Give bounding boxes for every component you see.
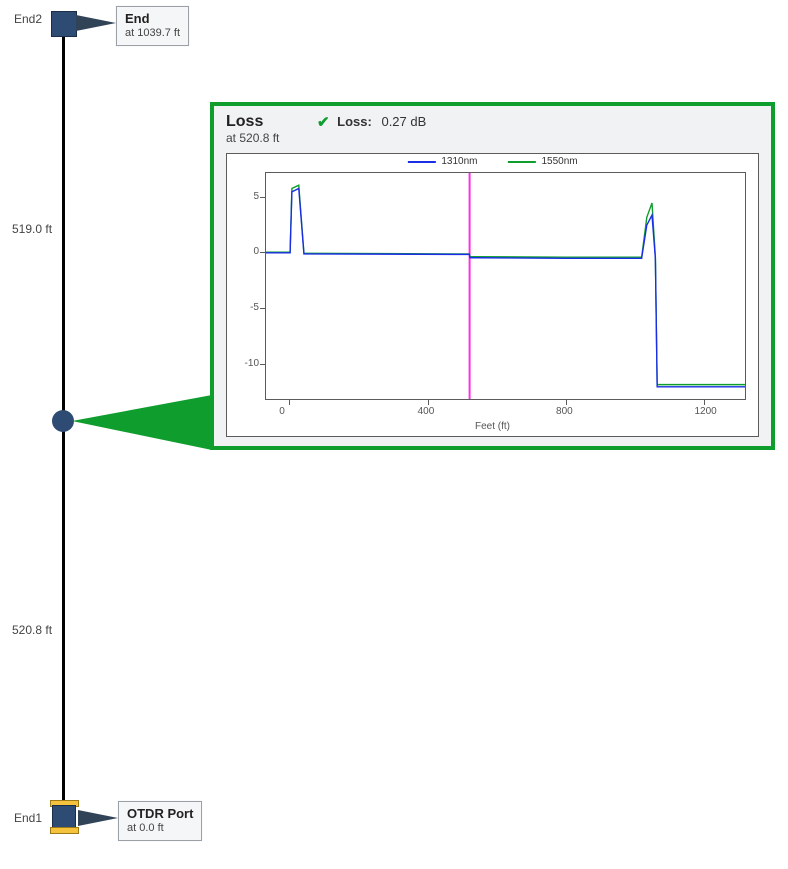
end2-box-title: End xyxy=(125,11,180,27)
otdr-port-node[interactable] xyxy=(52,805,76,829)
otdr-diagram-stage: End2 End at 1039.7 ft End1 OTDR Port at … xyxy=(0,0,788,869)
legend-label-1310: 1310nm xyxy=(441,156,477,167)
x-tick-mark xyxy=(428,400,429,405)
x-tick-label: 400 xyxy=(418,406,435,417)
otdr-port-box-sub: at 0.0 ft xyxy=(127,822,193,836)
x-tick-mark xyxy=(289,400,290,405)
plot-inner xyxy=(265,172,746,400)
x-tick-label: 0 xyxy=(279,406,285,417)
y-tick-label: 0 xyxy=(253,246,259,257)
y-tick-mark xyxy=(260,197,265,198)
legend-swatch-1310 xyxy=(407,161,435,163)
y-tick-label: 5 xyxy=(253,191,259,202)
chart-header: Loss ✔ Loss: 0.27 dB at 520.8 ft xyxy=(214,106,771,147)
end2-box-sub: at 1039.7 ft xyxy=(125,27,180,41)
event-connector-wedge xyxy=(72,395,212,455)
legend-entry-1310: 1310nm xyxy=(407,156,477,167)
chart-legend: 1310nm 1550nm xyxy=(407,156,577,167)
check-icon: ✔ xyxy=(317,113,330,131)
x-tick-label: 1200 xyxy=(694,406,716,417)
otdr-port-yellow-bottom xyxy=(50,827,79,834)
otdr-port-box-title: OTDR Port xyxy=(127,806,193,822)
otdr-port-connector xyxy=(78,810,118,826)
end1-node-label: End1 xyxy=(14,811,42,825)
legend-swatch-1550 xyxy=(508,161,536,163)
chart-loss-value: 0.27 dB xyxy=(381,114,426,129)
x-tick-mark xyxy=(704,400,705,405)
x-tick-label: 800 xyxy=(556,406,573,417)
segment-upper-distance: 519.0 ft xyxy=(12,222,52,236)
x-axis-label: Feet (ft) xyxy=(475,421,510,432)
plot-area: 1310nm 1550nm Feet (ft) 5 0 -5 -10 0 400 800 12… xyxy=(226,153,759,437)
end2-node-label: End2 xyxy=(14,12,42,26)
y-tick-mark xyxy=(260,308,265,309)
chart-title: Loss xyxy=(226,113,263,130)
end2-connector xyxy=(76,15,116,31)
legend-label-1550: 1550nm xyxy=(542,156,578,167)
segment-lower-distance: 520.8 ft xyxy=(12,623,52,637)
end2-node[interactable] xyxy=(51,11,77,37)
otdr-port-label-box[interactable]: OTDR Port at 0.0 ft xyxy=(118,801,202,841)
y-tick-mark xyxy=(260,252,265,253)
legend-entry-1550: 1550nm xyxy=(508,156,578,167)
chart-loss-label: Loss: xyxy=(337,114,372,129)
chart-subtitle: at 520.8 ft xyxy=(226,131,759,145)
y-tick-label: -5 xyxy=(250,302,259,313)
end2-label-box[interactable]: End at 1039.7 ft xyxy=(116,6,189,46)
y-tick-label: -10 xyxy=(245,358,259,369)
y-tick-mark xyxy=(260,364,265,365)
x-tick-mark xyxy=(566,400,567,405)
loss-event-node[interactable] xyxy=(52,410,74,432)
traces-svg xyxy=(266,173,745,399)
loss-chart-panel: Loss ✔ Loss: 0.27 dB at 520.8 ft 1310nm … xyxy=(210,102,775,450)
